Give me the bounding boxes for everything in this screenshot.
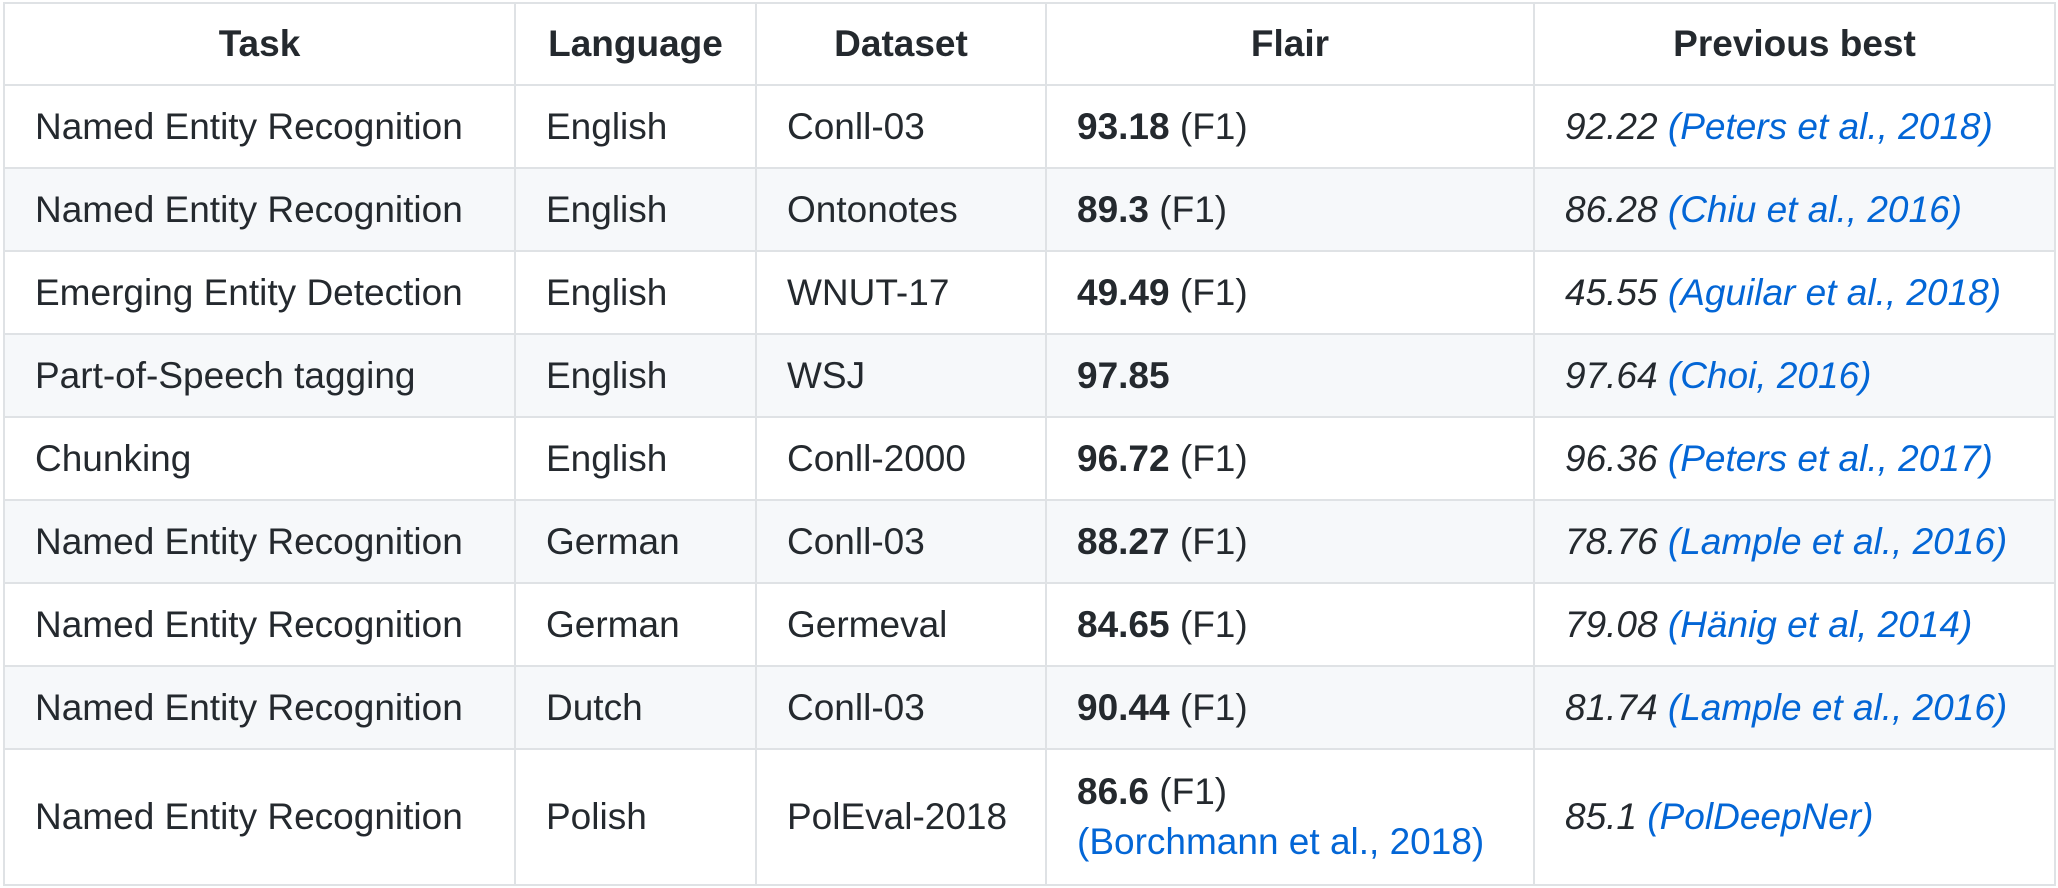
flair-score: 90.44 — [1077, 686, 1170, 728]
flair-score: 86.6 — [1077, 771, 1150, 812]
table-row: Named Entity Recognition English Ontonot… — [3, 167, 2056, 252]
previous-best-reference-link[interactable]: (Chiu et al., 2016) — [1667, 188, 1962, 230]
language-cell: English — [514, 416, 757, 501]
language-cell: Dutch — [514, 665, 757, 750]
previous-best-value: 86.28 — [1565, 188, 1658, 230]
task-cell: Named Entity Recognition — [3, 499, 516, 584]
flair-metric: (F1) — [1179, 686, 1248, 728]
table-row: Chunking English Conll-2000 96.72 (F1) 9… — [3, 416, 2056, 501]
flair-cell: 84.65 (F1) — [1045, 582, 1535, 667]
dataset-cell: Germeval — [755, 582, 1047, 667]
flair-score: 49.49 — [1077, 271, 1170, 313]
dataset-cell: PolEval-2018 — [755, 748, 1047, 886]
task-cell: Named Entity Recognition — [3, 748, 516, 886]
previous-best-cell: 45.55 (Aguilar et al., 2018) — [1533, 250, 2056, 335]
table-header: Task Language Dataset Flair Previous bes… — [3, 2, 2056, 86]
language-cell: English — [514, 333, 757, 418]
task-cell: Named Entity Recognition — [3, 84, 516, 169]
previous-best-cell: 86.28 (Chiu et al., 2016) — [1533, 167, 2056, 252]
flair-reference-link[interactable]: (Borchmann et al., 2018) — [1077, 821, 1485, 862]
previous-best-reference-link[interactable]: (Choi, 2016) — [1667, 354, 1872, 396]
language-cell: German — [514, 582, 757, 667]
dataset-cell: Conll-03 — [755, 665, 1047, 750]
previous-best-value: 45.55 — [1565, 271, 1658, 313]
task-cell: Named Entity Recognition — [3, 167, 516, 252]
task-cell: Chunking — [3, 416, 516, 501]
results-table: Task Language Dataset Flair Previous bes… — [3, 2, 2056, 886]
previous-best-value: 78.76 — [1565, 520, 1658, 562]
flair-cell: 88.27 (F1) — [1045, 499, 1535, 584]
flair-cell: 49.49 (F1) — [1045, 250, 1535, 335]
flair-metric: (F1) — [1159, 188, 1228, 230]
flair-score: 88.27 — [1077, 520, 1170, 562]
dataset-cell: WNUT-17 — [755, 250, 1047, 335]
flair-metric: (F1) — [1179, 105, 1248, 147]
flair-cell: 90.44 (F1) — [1045, 665, 1535, 750]
previous-best-reference-link[interactable]: (Hänig et al, 2014) — [1667, 603, 1973, 645]
previous-best-cell: 81.74 (Lample et al., 2016) — [1533, 665, 2056, 750]
table-row: Named Entity Recognition German Conll-03… — [3, 499, 2056, 584]
previous-best-value: 85.1 — [1565, 796, 1638, 837]
table-body: Named Entity Recognition English Conll-0… — [3, 84, 2056, 886]
dataset-cell: Conll-03 — [755, 84, 1047, 169]
previous-best-cell: 96.36 (Peters et al., 2017) — [1533, 416, 2056, 501]
table-row: Emerging Entity Detection English WNUT-1… — [3, 250, 2056, 335]
language-cell: English — [514, 250, 757, 335]
flair-cell: 89.3 (F1) — [1045, 167, 1535, 252]
flair-cell: 97.85 — [1045, 333, 1535, 418]
flair-score: 89.3 — [1077, 188, 1150, 230]
previous-best-cell: 79.08 (Hänig et al, 2014) — [1533, 582, 2056, 667]
flair-cell: 93.18 (F1) — [1045, 84, 1535, 169]
flair-metric: (F1) — [1179, 437, 1248, 479]
flair-score: 97.85 — [1077, 354, 1170, 396]
table-row: Part-of-Speech tagging English WSJ 97.85… — [3, 333, 2056, 418]
dataset-cell: Conll-03 — [755, 499, 1047, 584]
header-previous-best: Previous best — [1533, 2, 2056, 86]
language-cell: English — [514, 167, 757, 252]
header-language: Language — [514, 2, 757, 86]
flair-cell: 96.72 (F1) — [1045, 416, 1535, 501]
dataset-cell: WSJ — [755, 333, 1047, 418]
dataset-cell: Conll-2000 — [755, 416, 1047, 501]
flair-score: 93.18 — [1077, 105, 1170, 147]
flair-score: 96.72 — [1077, 437, 1170, 479]
task-cell: Named Entity Recognition — [3, 582, 516, 667]
header-task: Task — [3, 2, 516, 86]
language-cell: English — [514, 84, 757, 169]
previous-best-reference-link[interactable]: (Lample et al., 2016) — [1667, 520, 2008, 562]
previous-best-reference-link[interactable]: (Peters et al., 2018) — [1667, 105, 1993, 147]
previous-best-reference-link[interactable]: (PolDeepNer) — [1647, 796, 1874, 837]
language-cell: German — [514, 499, 757, 584]
previous-best-value: 81.74 — [1565, 686, 1658, 728]
previous-best-cell: 97.64 (Choi, 2016) — [1533, 333, 2056, 418]
flair-metric: (F1) — [1179, 271, 1248, 313]
previous-best-reference-link[interactable]: (Lample et al., 2016) — [1667, 686, 2008, 728]
flair-cell: 86.6 (F1) (Borchmann et al., 2018) — [1045, 748, 1535, 886]
dataset-cell: Ontonotes — [755, 167, 1047, 252]
table-row: Named Entity Recognition English Conll-0… — [3, 84, 2056, 169]
task-cell: Named Entity Recognition — [3, 665, 516, 750]
header-dataset: Dataset — [755, 2, 1047, 86]
language-cell: Polish — [514, 748, 757, 886]
previous-best-reference-link[interactable]: (Aguilar et al., 2018) — [1667, 271, 2002, 313]
flair-metric: (F1) — [1179, 603, 1248, 645]
table-row: Named Entity Recognition German Germeval… — [3, 582, 2056, 667]
header-flair: Flair — [1045, 2, 1535, 86]
flair-score: 84.65 — [1077, 603, 1170, 645]
flair-metric: (F1) — [1159, 771, 1228, 812]
previous-best-reference-link[interactable]: (Peters et al., 2017) — [1667, 437, 1993, 479]
task-cell: Emerging Entity Detection — [3, 250, 516, 335]
previous-best-value: 79.08 — [1565, 603, 1658, 645]
previous-best-value: 97.64 — [1565, 354, 1658, 396]
task-cell: Part-of-Speech tagging — [3, 333, 516, 418]
table-row: Named Entity Recognition Polish PolEval-… — [3, 748, 2056, 886]
previous-best-value: 96.36 — [1565, 437, 1658, 479]
table-row: Named Entity Recognition Dutch Conll-03 … — [3, 665, 2056, 750]
flair-metric: (F1) — [1179, 520, 1248, 562]
previous-best-cell: 78.76 (Lample et al., 2016) — [1533, 499, 2056, 584]
previous-best-value: 92.22 — [1565, 105, 1658, 147]
previous-best-cell: 92.22 (Peters et al., 2018) — [1533, 84, 2056, 169]
previous-best-cell: 85.1 (PolDeepNer) — [1533, 748, 2056, 886]
header-row: Task Language Dataset Flair Previous bes… — [3, 2, 2056, 86]
